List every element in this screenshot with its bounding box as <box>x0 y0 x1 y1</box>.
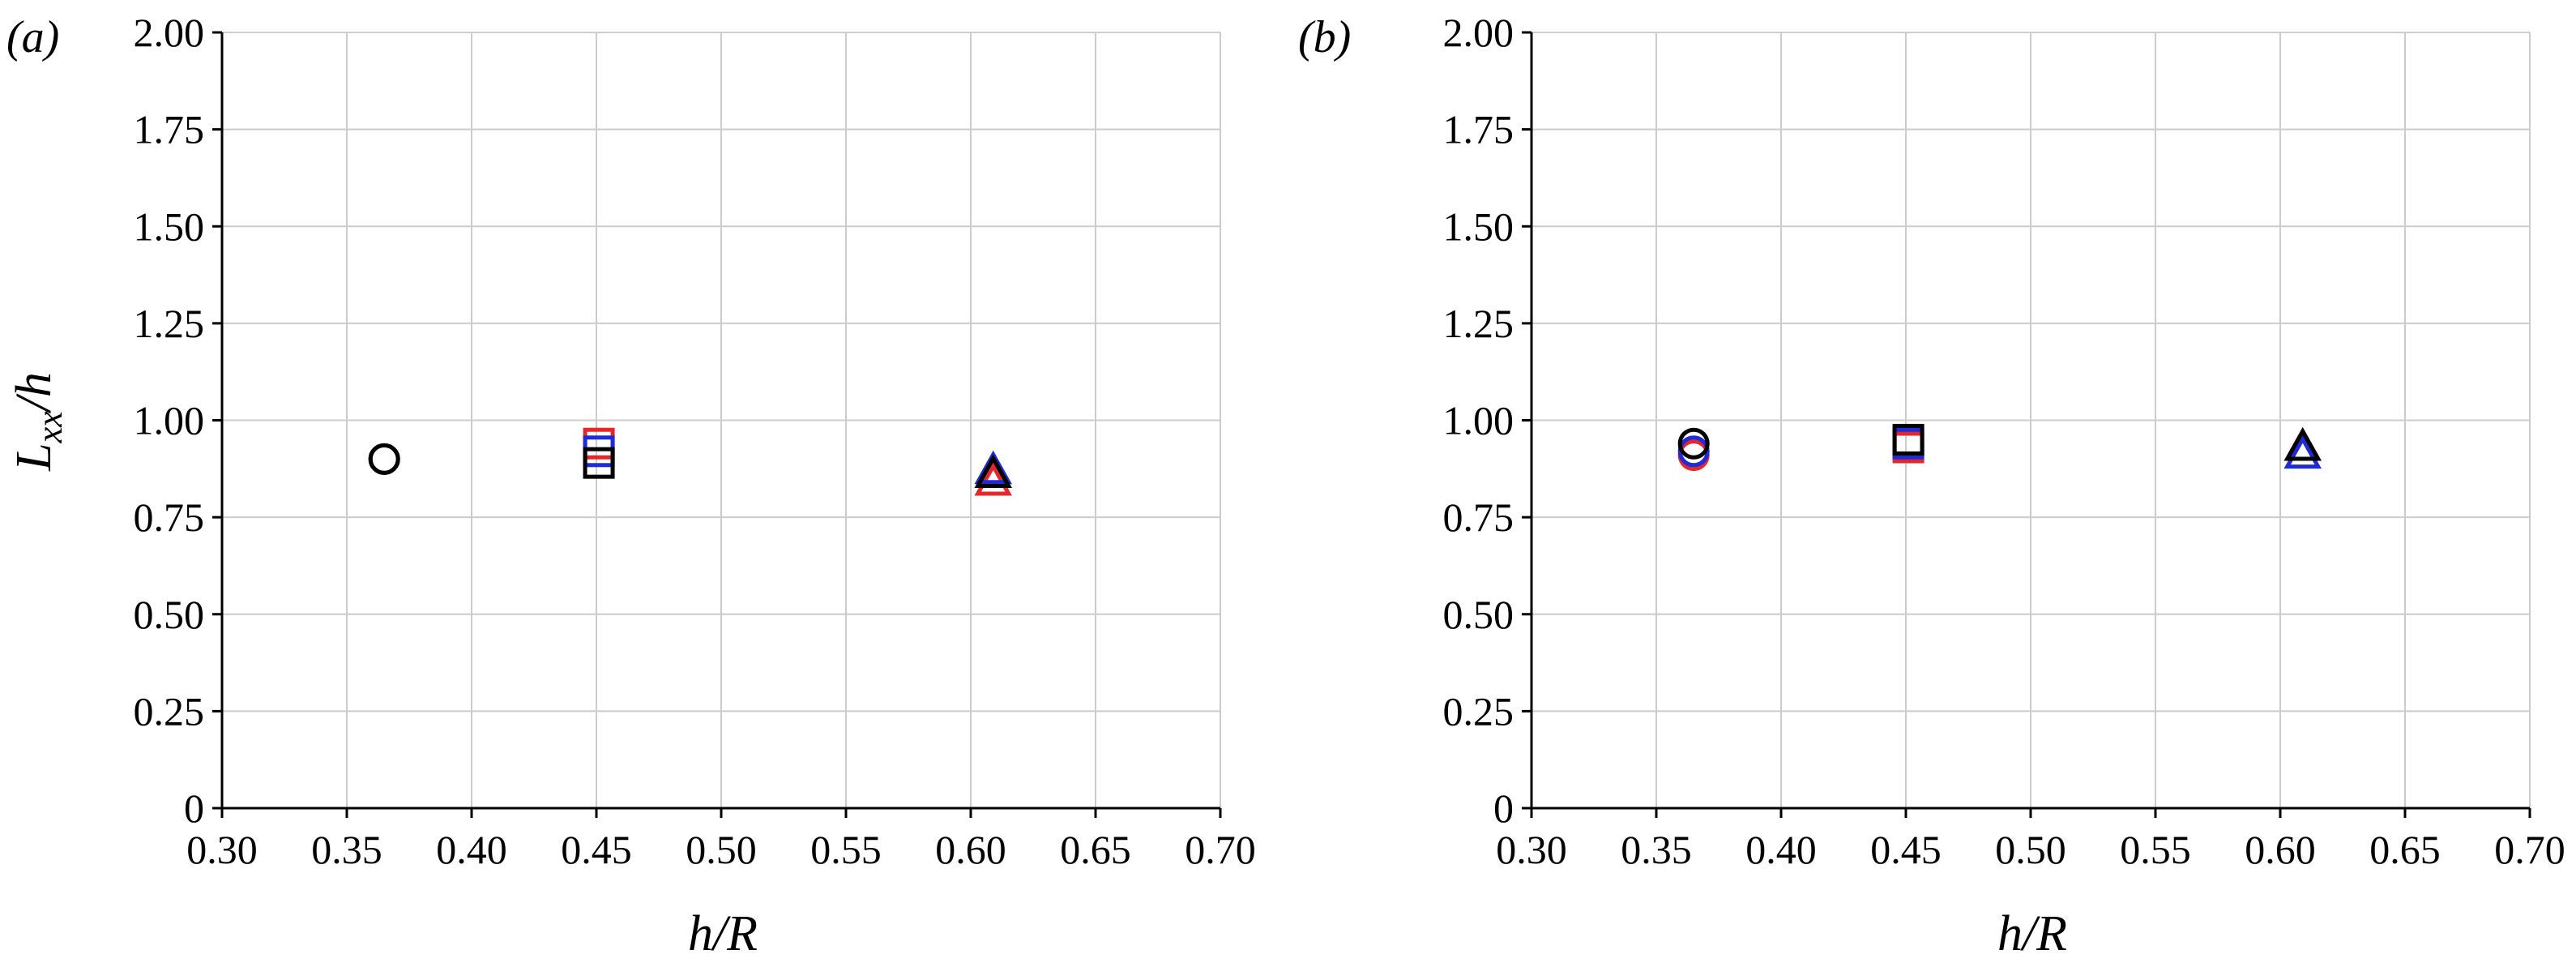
x-tick-label: 0.35 <box>311 827 382 872</box>
data-point-triangle <box>2283 426 2322 461</box>
y-tick-label: 0.75 <box>1443 494 1514 540</box>
y-tick-label: 0 <box>184 785 204 831</box>
x-tick-label: 0.60 <box>2245 827 2316 872</box>
chart-panel-a: 0.30 0.35 0.40 0.45 0.50 0.55 0.60 0.65 0.70 0 0.2… <box>6 10 1256 961</box>
y-axis-title-subscript: xx <box>30 411 70 444</box>
y-tick-label: 0.25 <box>1443 688 1514 734</box>
chart-panel-b: 0.30 0.35 0.40 0.45 0.50 0.55 0.60 0.65 0.70 0 0.2… <box>1298 10 2565 961</box>
x-tick-label: 0.50 <box>1995 827 2066 872</box>
y-tick-label: 0.75 <box>134 494 205 540</box>
data-point-triangle <box>2283 434 2322 469</box>
x-tick-label: 0.55 <box>810 827 882 872</box>
y-axis-title-tail: /h <box>6 372 62 413</box>
data-point-square <box>1892 423 1925 456</box>
panel-label: (b) <box>1298 12 1351 62</box>
y-tick-label: 1.75 <box>1443 107 1514 152</box>
x-tick-label: 0.40 <box>1745 827 1817 872</box>
y-tick-label: 0 <box>1493 785 1514 831</box>
y-tick-label: 0.50 <box>1443 592 1514 637</box>
y-axis-title: Lxx/h <box>6 372 70 472</box>
x-tick-label: 0.70 <box>1185 827 1256 872</box>
x-tick-label: 0.30 <box>186 827 258 872</box>
x-tick-label: 0.70 <box>2494 827 2565 872</box>
data-point-circle <box>1677 435 1710 468</box>
x-tick-label: 0.45 <box>561 827 632 872</box>
y-tick-label: 1.00 <box>134 398 205 443</box>
y-tick-label: 0.50 <box>134 592 205 637</box>
y-tick-label: 2.00 <box>1443 10 1514 55</box>
x-tick-label: 0.65 <box>1060 827 1131 872</box>
x-tick-label: 0.65 <box>2369 827 2441 872</box>
x-tick-label: 0.30 <box>1496 827 1567 872</box>
x-tick-label: 0.50 <box>686 827 757 872</box>
y-tick-label: 1.25 <box>134 301 205 346</box>
x-tick-label: 0.40 <box>436 827 507 872</box>
x-tick-label: 0.55 <box>2120 827 2191 872</box>
y-tick-label: 1.75 <box>134 107 205 152</box>
data-point-circle <box>1677 427 1710 460</box>
x-tick-label: 0.35 <box>1621 827 1692 872</box>
data-point-triangle <box>974 461 1012 496</box>
data-point-square <box>583 427 615 460</box>
data-point-circle <box>368 443 400 475</box>
panel-label: (a) <box>6 12 59 62</box>
y-tick-label: 0.25 <box>134 688 205 734</box>
y-axis-title-main: L <box>6 443 62 471</box>
x-axis-title: h/R <box>688 906 758 961</box>
x-tick-label: 0.60 <box>935 827 1006 872</box>
y-tick-label: 1.25 <box>1443 301 1514 346</box>
y-tick-label: 1.00 <box>1443 398 1514 443</box>
y-tick-label: 1.50 <box>1443 203 1514 249</box>
y-tick-label: 1.50 <box>134 203 205 249</box>
data-point-square <box>583 447 615 479</box>
data-point-triangle <box>974 454 1012 488</box>
x-axis-title: h/R <box>1997 906 2067 961</box>
data-point-square <box>583 435 615 468</box>
y-tick-label: 2.00 <box>134 10 205 55</box>
x-tick-label: 0.45 <box>1870 827 1942 872</box>
